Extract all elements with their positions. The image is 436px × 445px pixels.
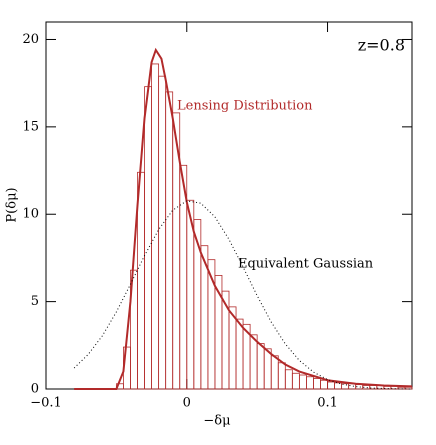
y-tick-label: 20 bbox=[22, 32, 39, 47]
annotation: Lensing Distribution bbox=[177, 99, 313, 114]
histogram-bar bbox=[165, 91, 174, 390]
histogram-bar bbox=[270, 355, 279, 390]
x-tick-label: 0 bbox=[183, 396, 191, 411]
histogram-bar bbox=[256, 343, 265, 390]
histogram-bar bbox=[306, 376, 314, 390]
histogram-bar bbox=[144, 86, 152, 390]
histogram-bar bbox=[298, 374, 307, 390]
histogram-bar bbox=[235, 318, 244, 390]
y-tick-label: 10 bbox=[22, 207, 39, 222]
x-tick-label: −0.1 bbox=[30, 396, 62, 411]
y-tick-label: 5 bbox=[31, 294, 39, 309]
histogram-bar bbox=[263, 348, 272, 390]
x-axis-label: −δμ bbox=[203, 414, 230, 429]
histogram-bar bbox=[327, 381, 335, 390]
annotation: Equivalent Gaussian bbox=[238, 257, 374, 272]
histogram-bar bbox=[284, 369, 293, 390]
histogram-bar bbox=[277, 362, 286, 390]
histogram-bar bbox=[334, 382, 343, 390]
histogram-bar bbox=[313, 378, 321, 390]
y-tick-label: 15 bbox=[22, 119, 39, 134]
y-tick-label: 0 bbox=[31, 382, 39, 397]
histogram-bar bbox=[291, 372, 300, 390]
histogram-bar bbox=[158, 75, 167, 390]
curve bbox=[74, 47, 413, 390]
annotation: z=0.8 bbox=[358, 36, 405, 55]
histogram-bar bbox=[249, 334, 258, 390]
histogram-bar bbox=[320, 379, 328, 390]
histogram-bar bbox=[151, 63, 160, 390]
curve bbox=[73, 200, 413, 390]
y-axis-label: P(δμ) bbox=[5, 187, 20, 222]
x-tick-label: 0.1 bbox=[317, 396, 338, 411]
